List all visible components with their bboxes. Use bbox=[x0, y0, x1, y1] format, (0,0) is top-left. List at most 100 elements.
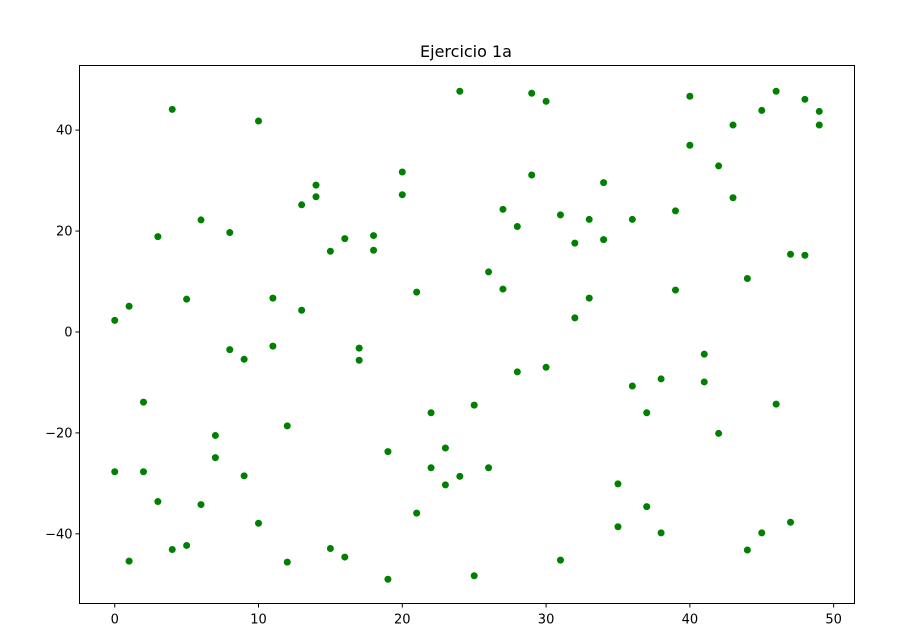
data-point bbox=[154, 498, 162, 506]
data-point bbox=[729, 121, 737, 129]
data-point bbox=[125, 302, 133, 310]
data-point bbox=[686, 92, 694, 100]
data-point bbox=[485, 464, 493, 472]
data-point bbox=[370, 246, 378, 254]
data-point bbox=[643, 409, 651, 417]
data-point bbox=[743, 274, 751, 282]
data-point bbox=[370, 232, 378, 240]
data-point bbox=[283, 558, 291, 566]
data-point bbox=[197, 501, 205, 509]
data-point bbox=[413, 509, 421, 517]
data-point bbox=[743, 546, 751, 554]
data-point bbox=[715, 162, 723, 170]
data-point bbox=[427, 464, 435, 472]
data-point bbox=[168, 105, 176, 113]
data-point bbox=[398, 168, 406, 176]
data-point bbox=[139, 468, 147, 476]
data-point bbox=[715, 429, 723, 437]
data-point bbox=[758, 106, 766, 114]
data-point bbox=[226, 346, 234, 354]
y-tick-label: 20 bbox=[56, 225, 73, 240]
data-point bbox=[298, 306, 306, 314]
data-point bbox=[600, 179, 608, 187]
data-point bbox=[111, 316, 119, 324]
x-tick-label: 0 bbox=[111, 613, 119, 628]
data-point bbox=[183, 295, 191, 303]
data-point bbox=[571, 314, 579, 322]
data-point bbox=[240, 472, 248, 480]
x-tick-label: 40 bbox=[682, 613, 699, 628]
data-point bbox=[255, 519, 263, 527]
y-tick-label: 0 bbox=[64, 325, 72, 340]
data-point bbox=[312, 193, 320, 201]
data-point bbox=[801, 251, 809, 259]
data-point bbox=[513, 222, 521, 230]
data-point bbox=[211, 454, 219, 462]
data-point bbox=[787, 518, 795, 526]
data-point bbox=[384, 575, 392, 583]
data-point bbox=[643, 503, 651, 511]
x-tick-label: 20 bbox=[394, 613, 411, 628]
data-point bbox=[111, 468, 119, 476]
data-point bbox=[686, 141, 694, 149]
x-tick-label: 30 bbox=[538, 613, 555, 628]
data-point bbox=[571, 239, 579, 247]
data-point bbox=[470, 401, 478, 409]
data-point bbox=[556, 211, 564, 219]
data-point bbox=[657, 375, 665, 383]
x-tick-label: 50 bbox=[825, 613, 842, 628]
data-point bbox=[513, 368, 521, 376]
data-point bbox=[542, 363, 550, 371]
data-point bbox=[485, 268, 493, 276]
data-point bbox=[355, 356, 363, 364]
data-point bbox=[413, 288, 421, 296]
data-point bbox=[470, 572, 478, 580]
y-tick-label: 40 bbox=[56, 124, 73, 139]
data-point bbox=[542, 97, 550, 105]
data-point bbox=[600, 236, 608, 244]
data-point bbox=[787, 250, 795, 258]
data-point bbox=[139, 398, 147, 406]
data-point bbox=[168, 545, 176, 553]
data-point bbox=[427, 409, 435, 417]
data-point bbox=[585, 215, 593, 223]
y-tick-label: −40 bbox=[45, 527, 72, 542]
data-point bbox=[255, 117, 263, 125]
plot-area bbox=[79, 65, 855, 604]
data-point bbox=[341, 553, 349, 561]
data-point bbox=[671, 286, 679, 294]
data-point bbox=[398, 191, 406, 199]
data-point bbox=[671, 207, 679, 215]
data-point bbox=[183, 541, 191, 549]
data-point bbox=[528, 89, 536, 97]
data-point bbox=[657, 529, 665, 537]
data-point bbox=[628, 382, 636, 390]
data-point bbox=[341, 235, 349, 243]
data-point bbox=[628, 215, 636, 223]
data-point bbox=[154, 233, 162, 241]
data-point bbox=[269, 294, 277, 302]
data-point bbox=[441, 444, 449, 452]
data-point bbox=[355, 344, 363, 352]
x-axis: 0 10 20 30 40 50 bbox=[111, 603, 842, 628]
data-point bbox=[585, 294, 593, 302]
data-point bbox=[384, 448, 392, 456]
data-point bbox=[326, 544, 334, 552]
data-point bbox=[456, 472, 464, 480]
data-point bbox=[441, 481, 449, 489]
data-point bbox=[269, 342, 277, 350]
data-point bbox=[312, 181, 320, 189]
data-point bbox=[240, 355, 248, 363]
data-point bbox=[815, 121, 823, 129]
data-points bbox=[111, 87, 823, 583]
data-point bbox=[528, 171, 536, 179]
data-point bbox=[772, 400, 780, 408]
data-point bbox=[197, 216, 205, 224]
y-axis: −40 −20 0 20 40 bbox=[45, 124, 80, 542]
data-point bbox=[772, 87, 780, 95]
data-point bbox=[758, 529, 766, 537]
data-point bbox=[456, 87, 464, 95]
data-point bbox=[499, 285, 507, 293]
data-point bbox=[298, 201, 306, 209]
data-point bbox=[700, 350, 708, 358]
